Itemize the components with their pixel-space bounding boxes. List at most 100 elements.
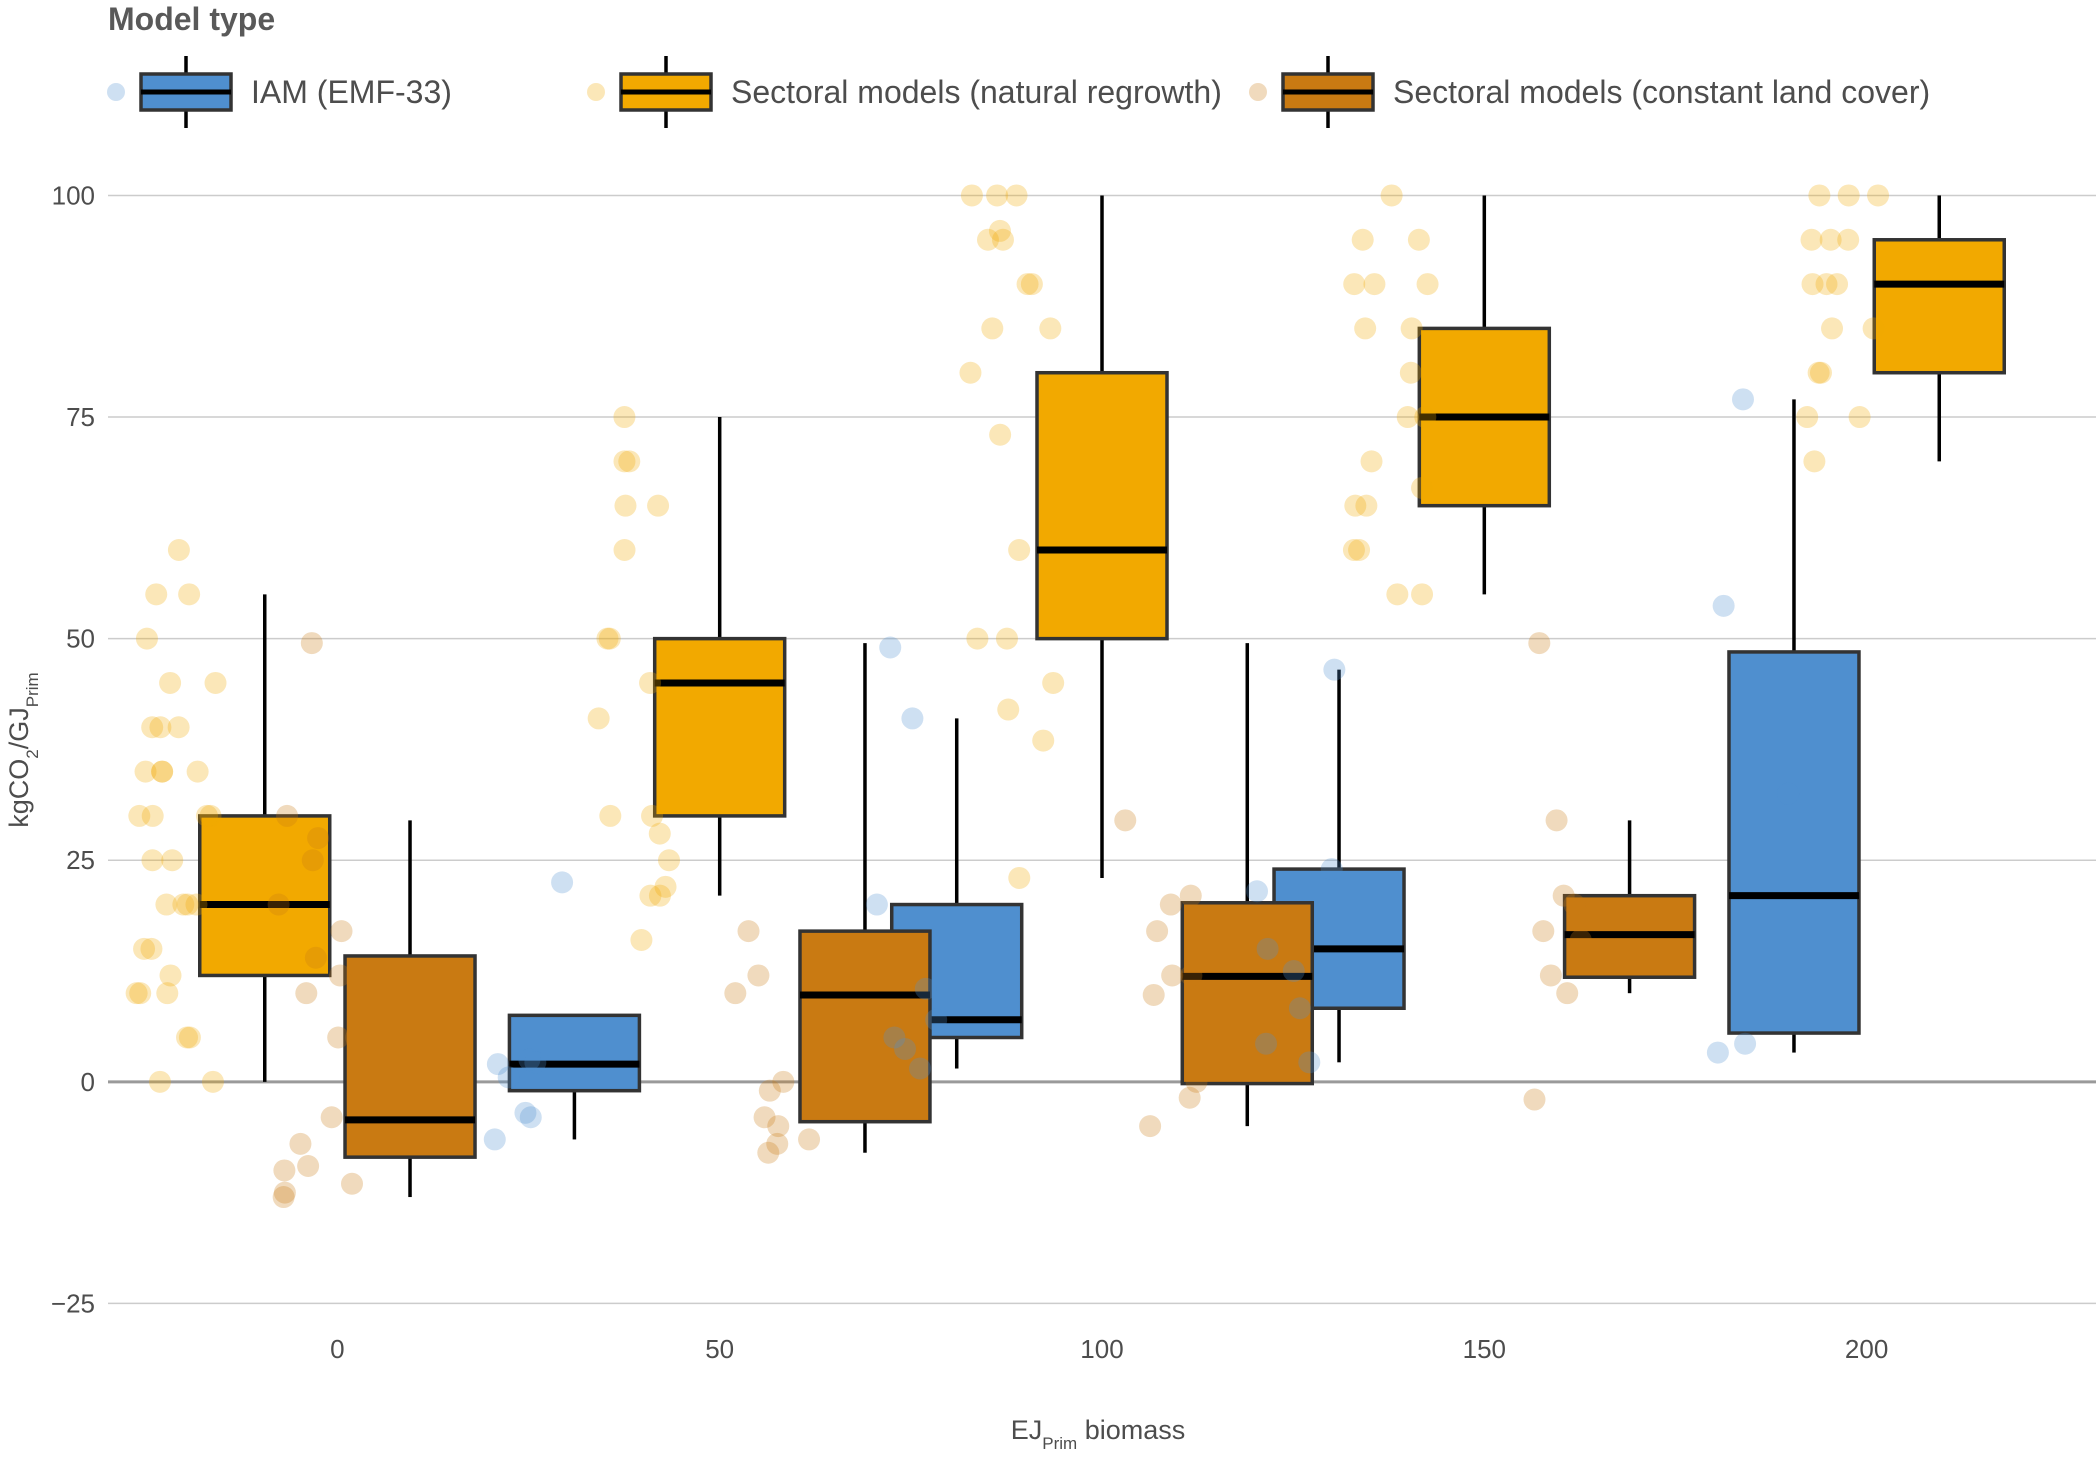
point-sectoral-models-natural-regrowth <box>1826 273 1849 296</box>
point-sectoral-models-natural-regrowth <box>599 804 622 827</box>
y-tick-label: 25 <box>66 845 95 875</box>
point-sectoral-models-constant-land-cover <box>273 1159 296 1182</box>
point-sectoral-models-natural-regrowth <box>128 804 151 827</box>
box-iam-emf-33-50 <box>507 1013 642 1140</box>
point-sectoral-models-constant-land-cover <box>1552 884 1575 907</box>
point-sectoral-models-natural-regrowth <box>1837 184 1860 207</box>
point-sectoral-models-natural-regrowth <box>1032 729 1055 752</box>
point-sectoral-models-constant-land-cover <box>307 827 330 850</box>
point-sectoral-models-constant-land-cover <box>1178 1086 1201 1109</box>
point-sectoral-models-constant-land-cover <box>737 920 760 943</box>
point-iam-emf-33 <box>1706 1041 1729 1064</box>
point-sectoral-models-natural-regrowth <box>966 627 989 650</box>
point-sectoral-models-constant-land-cover <box>753 1106 776 1129</box>
box-body <box>798 929 932 1124</box>
point-sectoral-models-constant-land-cover <box>747 964 770 987</box>
point-sectoral-models-natural-regrowth <box>613 539 636 561</box>
point-sectoral-models-natural-regrowth <box>658 849 681 872</box>
point-sectoral-models-natural-regrowth <box>1386 583 1409 606</box>
point-iam-emf-33 <box>1298 1051 1321 1074</box>
point-sectoral-models-natural-regrowth <box>587 707 610 730</box>
point-sectoral-models-natural-regrowth <box>1848 406 1871 429</box>
x-tick-label: 150 <box>1463 1334 1506 1364</box>
point-iam-emf-33 <box>1323 658 1346 681</box>
point-sectoral-models-natural-regrowth <box>140 937 163 960</box>
point-sectoral-models-natural-regrowth <box>141 716 164 739</box>
point-sectoral-models-constant-land-cover <box>341 1172 364 1195</box>
point-sectoral-models-natural-regrowth <box>1808 184 1831 207</box>
point-sectoral-models-natural-regrowth <box>639 884 662 907</box>
point-sectoral-models-constant-land-cover <box>276 804 299 827</box>
legend-point-key <box>107 83 125 101</box>
point-sectoral-models-natural-regrowth <box>141 804 164 827</box>
point-sectoral-models-natural-regrowth <box>199 804 222 827</box>
legend-item-sectoral-models-natural-regrowth: Sectoral models (natural regrowth) <box>587 56 1222 128</box>
point-sectoral-models-natural-regrowth <box>596 627 619 650</box>
point-sectoral-models-natural-regrowth <box>185 893 208 916</box>
box-body <box>1872 238 2006 375</box>
point-iam-emf-33 <box>1256 937 1279 960</box>
box-iam-emf-33-200 <box>1727 399 1861 1053</box>
point-sectoral-models-constant-land-cover <box>766 1132 789 1155</box>
point-sectoral-models-natural-regrowth <box>614 494 637 517</box>
box-body <box>652 636 787 818</box>
point-iam-emf-33 <box>879 636 902 659</box>
point-sectoral-models-constant-land-cover <box>304 946 327 969</box>
point-sectoral-models-natural-regrowth <box>1351 228 1374 251</box>
y-tick-label: 75 <box>66 402 95 432</box>
point-iam-emf-33 <box>551 871 574 894</box>
point-sectoral-models-natural-regrowth <box>1344 494 1367 517</box>
point-sectoral-models-natural-regrowth <box>1348 539 1371 561</box>
point-sectoral-models-natural-regrowth <box>1343 273 1366 296</box>
x-tick-label: 50 <box>705 1334 734 1364</box>
box-body <box>1035 370 1169 641</box>
box-sectoral-models-constant-land-cover-150 <box>1562 820 1697 994</box>
point-sectoral-models-natural-regrowth <box>1354 317 1377 340</box>
point-sectoral-models-constant-land-cover <box>1545 809 1568 832</box>
point-sectoral-models-constant-land-cover <box>1161 964 1184 987</box>
point-iam-emf-33 <box>497 1066 520 1089</box>
point-sectoral-models-natural-regrowth <box>1396 406 1419 429</box>
point-sectoral-models-constant-land-cover <box>1563 893 1586 916</box>
y-tick-label: 50 <box>66 624 95 654</box>
box-sectoral-models-constant-land-cover-100 <box>1180 643 1315 1127</box>
point-sectoral-models-natural-regrowth <box>1411 583 1434 606</box>
point-sectoral-models-natural-regrowth <box>598 627 621 650</box>
point-sectoral-models-constant-land-cover <box>767 1115 790 1138</box>
point-iam-emf-33 <box>524 1051 547 1074</box>
point-iam-emf-33 <box>901 707 924 730</box>
point-sectoral-models-natural-regrowth <box>1815 273 1838 296</box>
point-sectoral-models-natural-regrowth <box>641 804 664 827</box>
point-sectoral-models-natural-regrowth <box>960 184 983 207</box>
point-sectoral-models-natural-regrowth <box>156 982 179 1005</box>
point-sectoral-models-constant-land-cover <box>272 1186 295 1209</box>
box-sectoral-models-natural-regrowth-50 <box>652 417 787 896</box>
point-sectoral-models-natural-regrowth <box>959 361 982 384</box>
point-sectoral-models-natural-regrowth <box>1008 866 1031 889</box>
point-sectoral-models-natural-regrowth <box>1809 361 1832 384</box>
point-sectoral-models-constant-land-cover <box>300 632 323 655</box>
point-iam-emf-33 <box>883 1026 906 1049</box>
point-sectoral-models-natural-regrowth <box>135 627 158 650</box>
point-sectoral-models-constant-land-cover <box>289 1132 312 1155</box>
point-sectoral-models-constant-land-cover <box>329 964 352 987</box>
point-sectoral-models-natural-regrowth <box>1867 184 1890 207</box>
x-axis-title: EJPrim biomass <box>1011 1415 1186 1453</box>
point-iam-emf-33 <box>519 1106 542 1129</box>
point-sectoral-models-natural-regrowth <box>1801 273 1824 296</box>
point-sectoral-models-natural-regrowth <box>647 494 670 517</box>
point-sectoral-models-natural-regrowth <box>639 671 662 694</box>
legend-label: Sectoral models (natural regrowth) <box>731 74 1222 110</box>
point-sectoral-models-natural-regrowth <box>1360 450 1383 473</box>
point-sectoral-models-constant-land-cover <box>1180 964 1203 987</box>
point-sectoral-models-natural-regrowth <box>201 1070 224 1093</box>
point-sectoral-models-natural-regrowth <box>134 760 157 783</box>
point-iam-emf-33 <box>894 1038 917 1061</box>
point-sectoral-models-natural-regrowth <box>195 804 218 827</box>
point-sectoral-models-natural-regrowth <box>1005 184 1028 207</box>
legend-point-key <box>1249 83 1267 101</box>
point-iam-emf-33 <box>1288 997 1311 1020</box>
box-plots <box>198 195 2006 1198</box>
box-sectoral-models-constant-land-cover-50 <box>798 643 932 1153</box>
point-sectoral-models-constant-land-cover <box>327 1026 350 1049</box>
